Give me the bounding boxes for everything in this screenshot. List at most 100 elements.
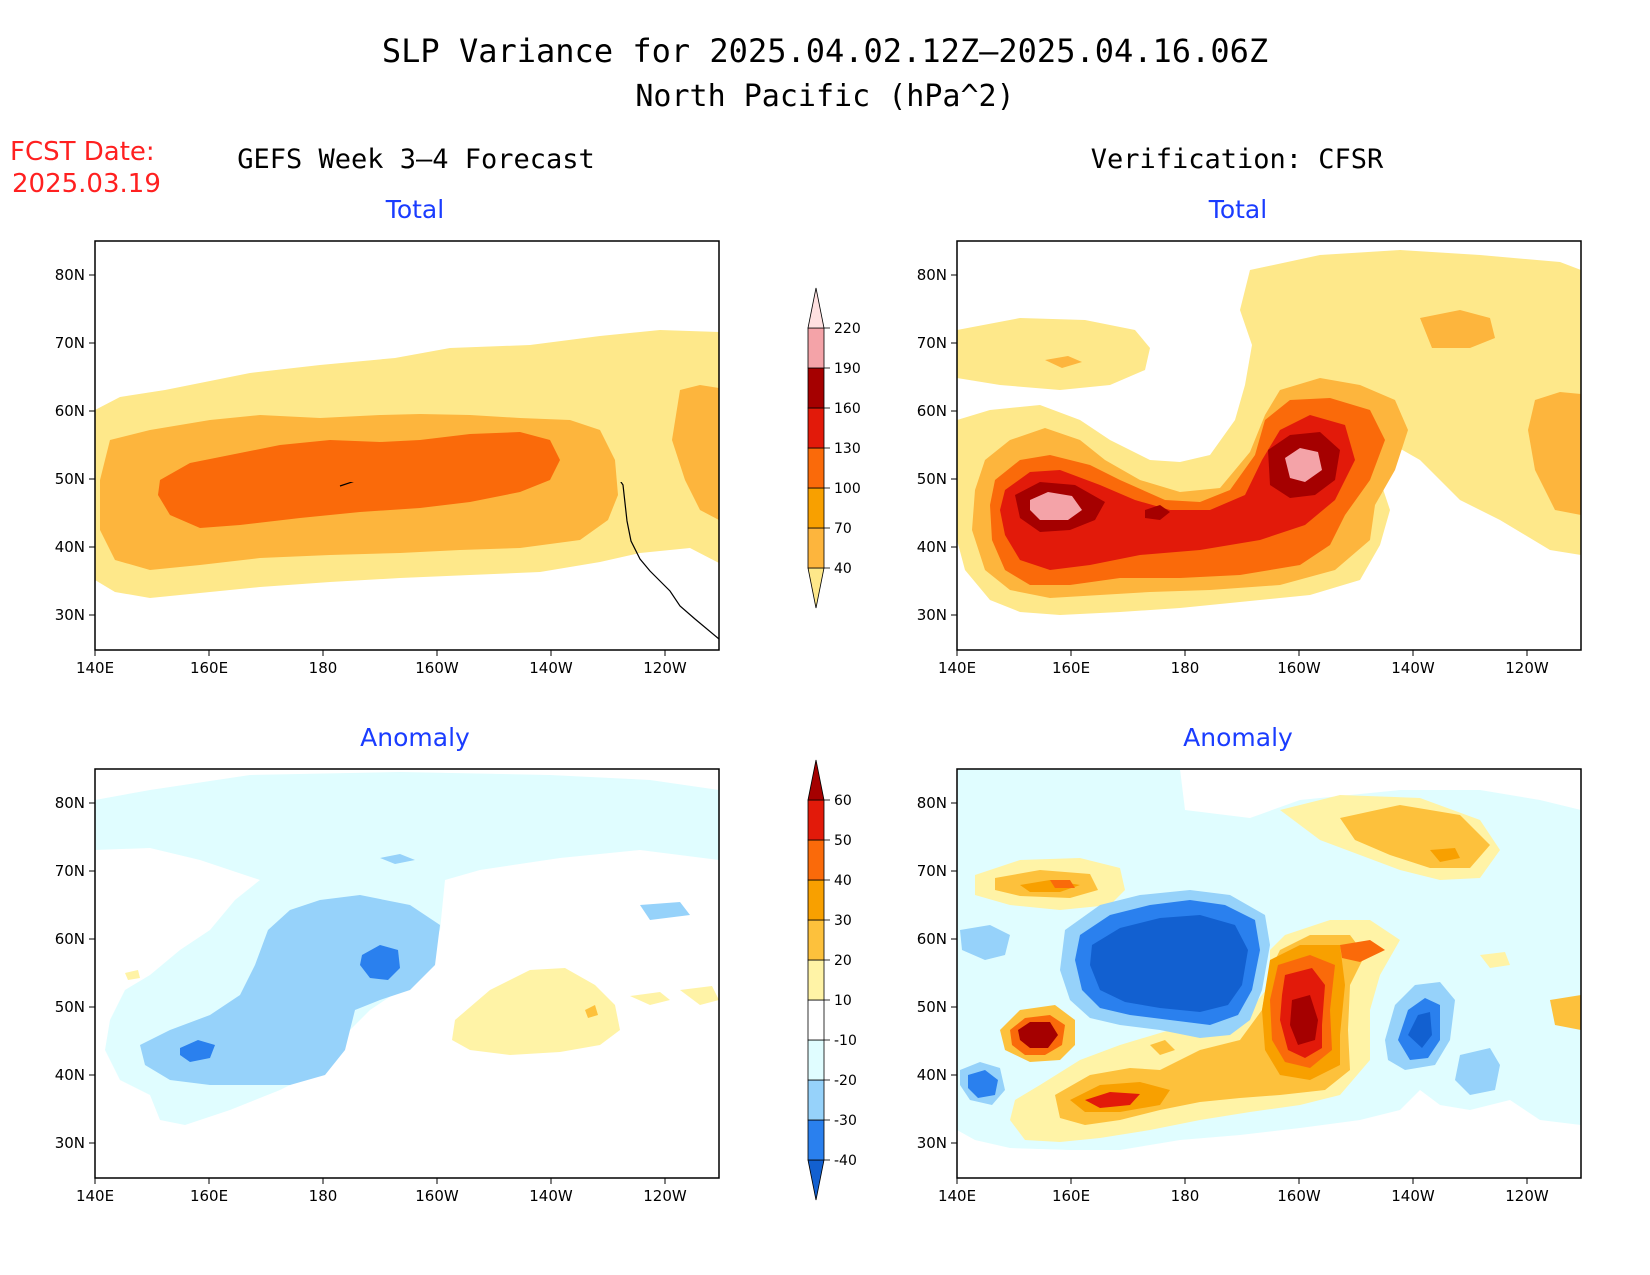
contour-minus30-south — [180, 1040, 215, 1062]
lat-tick-label: 80N — [917, 266, 947, 284]
colorbar-anomaly: -40 -30 -20 -10 10 20 30 40 50 60 — [807, 759, 857, 1201]
contour-60-west — [1018, 1022, 1058, 1048]
lat-tick-label: 60N — [917, 930, 947, 948]
colorbar-lower-arrow — [807, 567, 825, 609]
lon-tick-label: 160E — [1052, 1187, 1090, 1205]
contour-40-nw — [957, 318, 1150, 390]
lon-tick-label: 180 — [309, 659, 338, 677]
colorbar-label: 190 — [834, 361, 861, 377]
contour-60-main — [1290, 995, 1318, 1045]
contour-20-edge — [1550, 995, 1581, 1030]
contour-20-mid — [1150, 1040, 1175, 1055]
lon-tick-label: 180 — [309, 1187, 338, 1205]
contour-minus40-main — [1090, 915, 1248, 1012]
lat-tick-label: 30N — [917, 1134, 947, 1152]
colorbar-label: 40 — [834, 873, 852, 889]
contour-50-south — [1085, 1092, 1140, 1108]
lat-tick-label: 30N — [917, 606, 947, 624]
lat-tick-label: 30N — [55, 1134, 85, 1152]
contour-10-west — [125, 970, 140, 980]
lon-tick-label: 160E — [1052, 659, 1090, 677]
lon-tick-label: 180 — [1171, 659, 1200, 677]
colorbar-label: 100 — [834, 481, 861, 497]
colorbar-swatch — [807, 999, 825, 1041]
contour-130 — [1000, 415, 1355, 570]
lon-tick-label: 160E — [190, 659, 228, 677]
map-frame — [94, 240, 720, 651]
contour-minus20-se — [1455, 1048, 1500, 1095]
contour-70-east — [672, 385, 719, 520]
colorbar-swatch — [807, 1039, 825, 1081]
lon-tick-label: 160W — [415, 1187, 459, 1205]
map-forecast-total — [94, 240, 720, 651]
colorbar-swatch — [807, 1119, 825, 1161]
lon-tick-label: 140W — [529, 1187, 573, 1205]
colorbar-label: 60 — [834, 793, 852, 809]
colorbar-swatch — [807, 919, 825, 961]
lon-tick-label: 140W — [1391, 1187, 1435, 1205]
colorbar-label: -30 — [834, 1113, 857, 1129]
fcst-date-value: 2025.03.19 — [12, 169, 161, 199]
colorbar-total: 40 70 100 130 160 190 220 — [807, 287, 861, 609]
colorbar-label: 10 — [834, 993, 852, 1009]
lat-tick-label: 50N — [55, 998, 85, 1016]
map-verification-anomaly — [956, 768, 1582, 1179]
lon-tick-label: 180 — [1171, 1187, 1200, 1205]
colorbar-label: -20 — [834, 1073, 857, 1089]
colorbar-label: 50 — [834, 833, 852, 849]
lat-tick-label: 60N — [917, 402, 947, 420]
lat-tick-label: 50N — [917, 998, 947, 1016]
colorbar-upper-arrow — [807, 287, 825, 329]
colorbar-label: 20 — [834, 953, 852, 969]
contour-20-small — [585, 1005, 598, 1018]
contour-minus30-north — [360, 945, 400, 980]
lon-tick-label: 120W — [1505, 1187, 1549, 1205]
lat-tick-label: 70N — [917, 862, 947, 880]
map-forecast-anomaly — [94, 768, 720, 1179]
map-frame — [94, 768, 720, 1179]
lat-tick-label: 60N — [55, 930, 85, 948]
map-frame — [956, 768, 1582, 1179]
contour-160-mid — [1145, 505, 1170, 520]
contour-190-west — [1030, 492, 1082, 520]
panel-title-total-right: Total — [1208, 195, 1267, 224]
contour-190-east — [1285, 448, 1322, 482]
colorbar-label: 70 — [834, 521, 852, 537]
lat-tick-label: 80N — [917, 794, 947, 812]
contour-10-edge — [680, 986, 719, 1005]
panel-title-total-left: Total — [385, 195, 444, 224]
lon-tick-label: 140E — [76, 659, 114, 677]
colorbar-label: -10 — [834, 1033, 857, 1049]
contour-minus30-sw — [968, 1070, 998, 1098]
panel-title-anomaly-right: Anomaly — [1183, 723, 1293, 752]
lat-tick-label: 70N — [917, 334, 947, 352]
contour-minus20-w — [960, 925, 1010, 960]
colorbar-label: 220 — [834, 321, 861, 337]
colorbar-label: 30 — [834, 913, 852, 929]
contour-100 — [158, 432, 560, 528]
colorbar-label: 40 — [834, 561, 852, 577]
map-axes: 80N 70N 60N 50N 40N 30N 140E 160E 180 160W 140W 120… — [55, 266, 1549, 1205]
lon-tick-label: 140W — [1391, 659, 1435, 677]
colorbar-swatch — [807, 799, 825, 841]
lon-tick-label: 160W — [1277, 1187, 1321, 1205]
colorbar-swatch — [807, 1079, 825, 1121]
lat-tick-label: 40N — [55, 1066, 85, 1084]
lon-tick-label: 140E — [76, 1187, 114, 1205]
contour-10-east — [452, 968, 620, 1055]
contour-minus20 — [140, 895, 440, 1085]
colorbar-swatch — [807, 527, 825, 569]
lon-tick-label: 160W — [415, 659, 459, 677]
lat-tick-label: 40N — [917, 538, 947, 556]
lon-tick-label: 120W — [643, 659, 687, 677]
colorbar-swatch — [807, 487, 825, 529]
contour-minus20-north — [380, 854, 415, 864]
contour-40-nw — [1050, 880, 1075, 888]
lon-tick-label: 120W — [643, 1187, 687, 1205]
left-column-title: GEFS Week 3–4 Forecast — [237, 144, 595, 175]
contour-10-ne — [1480, 952, 1510, 968]
colorbar-label: 130 — [834, 441, 861, 457]
lat-tick-label: 30N — [55, 606, 85, 624]
lon-tick-label: 140E — [938, 659, 976, 677]
colorbar-lower-arrow — [807, 1159, 825, 1201]
